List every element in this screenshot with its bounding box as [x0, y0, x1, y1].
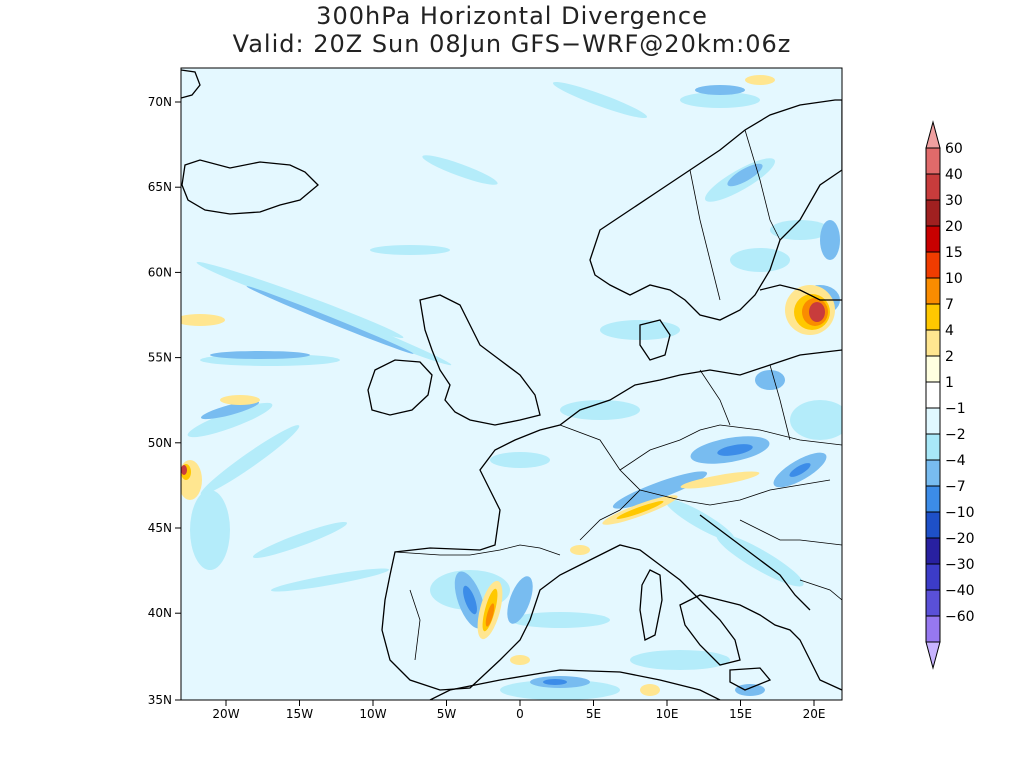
- lat-tick-label: 55N: [148, 351, 172, 365]
- colorbar-label: −60: [945, 609, 975, 625]
- colorbar-swatch: [925, 225, 941, 253]
- colorbar-label: −1: [945, 401, 966, 417]
- colorbar-swatch: [925, 485, 941, 513]
- baltic-coast: [759, 284, 842, 301]
- lat-tick-label: 40N: [148, 606, 172, 620]
- colorbar-swatch: [925, 251, 941, 279]
- colorbar-swatch: [925, 355, 941, 383]
- colorbar-swatch: [925, 120, 941, 149]
- lon-tick-label: 20E: [803, 707, 826, 721]
- colorbar-label: 30: [945, 193, 963, 209]
- lon-tick-label: 10E: [656, 707, 679, 721]
- colorbar-swatch: [925, 147, 941, 175]
- lon-tick-label: 10W: [359, 707, 386, 721]
- plot-frame: [180, 67, 843, 701]
- adriatic-coast: [699, 514, 811, 611]
- colorbar-label: −30: [945, 557, 975, 573]
- colorbar-swatch: [925, 433, 941, 461]
- colorbar-label: −7: [945, 479, 966, 495]
- country-borders: [394, 129, 842, 661]
- coastlines: [181, 69, 842, 700]
- continental-coast: [381, 349, 842, 691]
- greenland-coast: [181, 69, 201, 99]
- lon-tick-label: 20W: [212, 707, 239, 721]
- colorbar-swatch: [925, 329, 941, 357]
- peak-divergence-areas: [181, 302, 825, 475]
- colorbar-label: −20: [945, 531, 975, 547]
- chart-subtitle: Valid: 20Z Sun 08Jun GFS−WRF@20km:06z: [232, 30, 792, 58]
- lat-tick-label: 65N: [148, 180, 172, 194]
- colorbar-label: 2: [945, 349, 954, 365]
- ireland-coast: [367, 359, 433, 416]
- colorbar-label: 1: [945, 375, 954, 391]
- colorbar-label: 20: [945, 219, 963, 235]
- colorbar-label: −40: [945, 583, 975, 599]
- colorbar-swatch: [925, 381, 941, 409]
- colorbar-swatch: [925, 407, 941, 435]
- colorbar-swatch: [925, 537, 941, 565]
- colorbar: 60 40 30 20 15 10 7 4 2 1 −1 −2 −4 −7 −10 −20 −30 −40 −60: [925, 120, 975, 670]
- lat-tick-label: 45N: [148, 521, 172, 535]
- colorbar-label: 40: [945, 167, 963, 183]
- lon-tick-label: 5E: [586, 707, 601, 721]
- scandinavia-coast: [589, 99, 842, 321]
- corsica-sardinia-coast: [639, 569, 663, 641]
- colorbar-label: 15: [945, 245, 963, 261]
- great-britain-coast: [419, 294, 541, 426]
- colorbar-swatch: [925, 173, 941, 201]
- colorbar-label: 10: [945, 271, 963, 287]
- colorbar-label: −4: [945, 453, 966, 469]
- north-africa-coast: [429, 669, 721, 700]
- lat-tick-label: 60N: [148, 265, 172, 279]
- denmark-coast: [639, 319, 671, 361]
- sicily-coast: [729, 667, 772, 691]
- colorbar-swatch: [925, 303, 941, 331]
- lat-tick-label: 35N: [148, 693, 172, 707]
- lon-tick-label: 15W: [286, 707, 313, 721]
- colorbar-swatch: [925, 459, 941, 487]
- iceland-coast: [181, 159, 319, 215]
- colorbar-swatch: [925, 589, 941, 617]
- longitude-axis: 20W 15W 10W 5W 0 5E 10E 15E 20E: [212, 700, 825, 721]
- colorbar-label: 4: [945, 323, 954, 339]
- lat-tick-label: 70N: [148, 95, 172, 109]
- weak-convergence-areas: [187, 81, 842, 700]
- colorbar-swatch: [925, 563, 941, 591]
- colorbar-swatch: [925, 277, 941, 305]
- colorbar-swatch: [925, 511, 941, 539]
- colorbar-label: −2: [945, 427, 966, 443]
- colorbar-swatch: [925, 199, 941, 227]
- colorbar-label: 60: [945, 141, 963, 157]
- latitude-axis: 70N 65N 60N 55N 50N 45N 40N 35N: [148, 95, 181, 707]
- colorbar-label: −10: [945, 505, 975, 521]
- lat-tick-label: 50N: [148, 436, 172, 450]
- lon-tick-label: 0: [516, 707, 524, 721]
- lon-tick-label: 5W: [437, 707, 457, 721]
- colorbar-swatch: [925, 615, 941, 643]
- lon-tick-label: 15E: [729, 707, 752, 721]
- colorbar-swatch: [925, 641, 941, 670]
- chart-title: 300hPa Horizontal Divergence: [316, 2, 708, 30]
- divergence-field: [181, 68, 842, 700]
- colorbar-label: 7: [945, 297, 954, 313]
